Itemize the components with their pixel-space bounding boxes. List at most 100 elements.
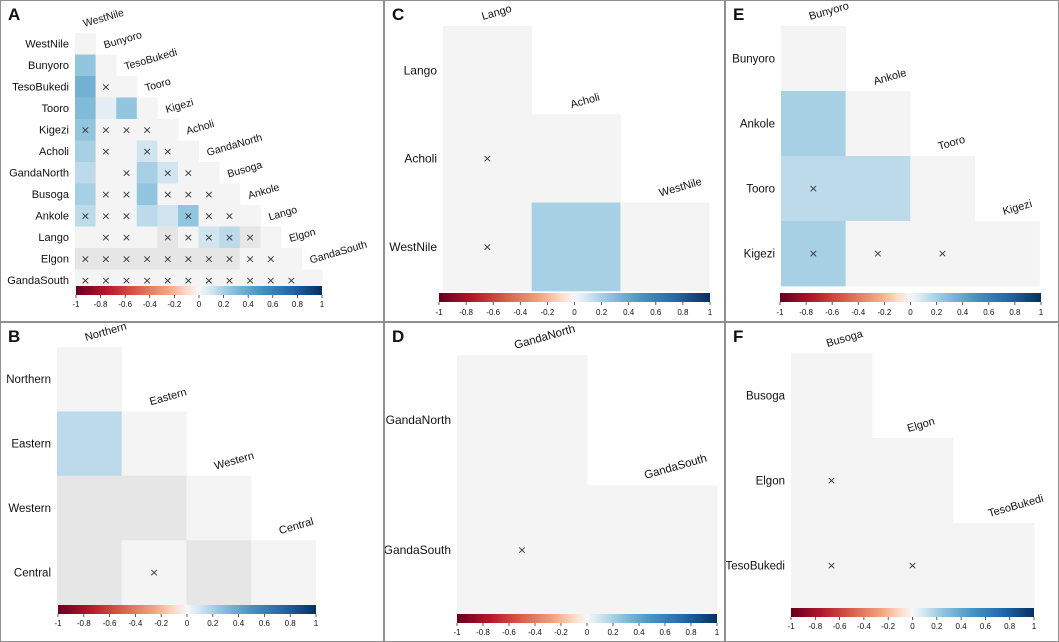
colorbar [76, 286, 322, 295]
colorbar-tick-label: 0.8 [1009, 308, 1021, 317]
heatmap-cell-GandaSouth-TesoBukedi [116, 269, 138, 292]
heatmap-cell-Tooro-Tooro [910, 156, 976, 222]
nonsignificant-marker: × [184, 209, 193, 222]
column-label: GandaSouth [643, 453, 708, 482]
nonsignificant-marker: × [122, 209, 131, 222]
heatmap-cell-GandaSouth-Busoga [219, 269, 241, 292]
heatmap-cell-WestNile-WestNile [75, 33, 96, 55]
nonsignificant-marker: × [938, 247, 947, 260]
nonsignificant-marker: × [101, 209, 110, 222]
colorbar-tick-label: -0.8 [476, 628, 490, 637]
colorbar-tick-label: -1 [787, 622, 795, 631]
heatmap-cell-Busoga-Busoga [219, 183, 241, 206]
panel-label-f: F [733, 327, 744, 346]
colorbar-tick-label: -1 [72, 300, 80, 309]
heatmap-cell-GandaNorth-Kigezi [157, 162, 179, 184]
nonsignificant-marker: × [184, 166, 193, 179]
heatmap-cell-GandaSouth-Tooro [136, 269, 158, 292]
column-label: TesoBukedi [123, 46, 179, 73]
nonsignificant-marker: × [827, 474, 836, 487]
colorbar-tick-label: 0 [908, 308, 913, 317]
nonsignificant-marker: × [163, 252, 172, 265]
heatmap-cell-Elgon-Lango [260, 248, 282, 270]
heatmap-cell-Central-Eastern [121, 540, 187, 605]
heatmap-cell-Busoga-WestNile [75, 183, 96, 206]
correlation-heatmap-b: × Northern Eastern Western Central Northern Ea… [6, 323, 319, 628]
colorbar-tick-label: -0.6 [103, 619, 117, 628]
colorbar-tick-label: 0.6 [983, 308, 995, 317]
column-label: TesoBukedi [987, 493, 1045, 520]
heatmap-cell-GandaSouth-GandaNorth [198, 269, 220, 292]
nonsignificant-marker: × [122, 274, 131, 287]
nonsignificant-marker: × [266, 274, 275, 287]
nonsignificant-marker: × [204, 274, 213, 287]
column-label: Elgon [288, 226, 317, 245]
heatmap-cell-Ankole-Acholi [178, 205, 199, 227]
colorbar-tick-label: -0.6 [825, 308, 839, 317]
colorbar-tick-label: 0.4 [956, 622, 968, 631]
nonsignificant-marker: × [908, 559, 917, 572]
heatmap-cell-Kigezi-Kigezi [157, 119, 179, 141]
panel-d: D × GandaNorth GandaSouth GandaNorth GandaSo… [384, 322, 725, 642]
colorbar-tick-label: 0.4 [623, 308, 635, 317]
nonsignificant-marker: × [163, 145, 172, 158]
heatmap-cell-TesoBukedi-Elgon [872, 523, 954, 609]
nonsignificant-marker: × [101, 274, 110, 287]
nonsignificant-marker: × [149, 566, 158, 579]
heatmap-cell-Elgon-Busoga [791, 438, 873, 524]
colorbar [457, 614, 717, 623]
heatmap-cell-GandaNorth-Tooro [136, 162, 158, 184]
colorbar-tick-label: 0.6 [259, 619, 271, 628]
heatmap-cell-Acholi-Lango [443, 114, 533, 203]
column-label: Ankole [872, 67, 908, 88]
row-label: TesoBukedi [12, 82, 69, 94]
colorbar-tick-label: 0.2 [607, 628, 619, 637]
nonsignificant-marker: × [245, 231, 254, 244]
row-label: Kigezi [39, 125, 69, 137]
heatmap-cell-Elgon-Tooro [136, 248, 158, 270]
column-label: Busoga [226, 159, 264, 180]
row-label: Kigezi [744, 249, 775, 261]
heatmap-cell-Elgon-WestNile [75, 248, 96, 270]
heatmap-cell-Central-Central [251, 540, 317, 605]
heatmap-cell-Elgon-Elgon [281, 248, 302, 270]
heatmap-cell-Ankole-Kigezi [157, 205, 179, 227]
panel-b: B × Northern Eastern Western Central Northern… [0, 322, 384, 642]
heatmap-cell-Acholi-Acholi [531, 114, 621, 203]
heatmap-cell-Ankole-Bunyoro [781, 91, 846, 157]
heatmap-cell-WestNile-Acholi [531, 202, 621, 292]
colorbar-tick-label: -0.8 [808, 622, 822, 631]
column-label: Northern [84, 323, 128, 344]
row-label: Tooro [746, 184, 775, 196]
nonsignificant-marker: × [163, 231, 172, 244]
colorbar-tick-label: -0.2 [878, 308, 892, 317]
heatmap-cell-TesoBukedi-WestNile [75, 76, 96, 98]
nonsignificant-marker: × [245, 274, 254, 287]
heatmap-cell-Western-Northern [57, 475, 123, 541]
heatmap-cell-Busoga-Kigezi [157, 183, 179, 206]
nonsignificant-marker: × [81, 274, 90, 287]
colorbar-tick-label: -0.4 [857, 622, 871, 631]
correlation-heatmap-a: × × × × × × × × × × × × × × × × × × × × × × × × × × × × × × × × × × × × × × × ×… [7, 7, 368, 309]
heatmap-cell-GandaSouth-WestNile [75, 269, 96, 292]
colorbar-tick-label: 0 [910, 622, 915, 631]
column-label: Tooro [937, 134, 967, 153]
nonsignificant-marker: × [184, 188, 193, 201]
heatmap-cell-Lango-Kigezi [157, 226, 179, 249]
nonsignificant-marker: × [142, 252, 151, 265]
nonsignificant-marker: × [873, 247, 882, 260]
colorbar-tick-label: 0.6 [267, 300, 279, 309]
colorbar [780, 293, 1041, 302]
heatmap-cell-Kigezi-WestNile [75, 119, 96, 141]
nonsignificant-marker: × [101, 145, 110, 158]
column-label: Eastern [148, 386, 188, 408]
heatmap-cell-GandaSouth-Bunyoro [95, 269, 117, 292]
colorbar-tick-label: -0.4 [851, 308, 865, 317]
colorbar-tick-label: -0.6 [502, 628, 516, 637]
heatmap-cell-Eastern-Eastern [121, 411, 187, 477]
heatmap-cell-Lango-Acholi [178, 226, 199, 249]
column-label: GandaSouth [308, 239, 368, 267]
nonsignificant-marker: × [122, 231, 131, 244]
nonsignificant-marker: × [483, 240, 492, 253]
colorbar-tick-label: -0.8 [459, 308, 473, 317]
